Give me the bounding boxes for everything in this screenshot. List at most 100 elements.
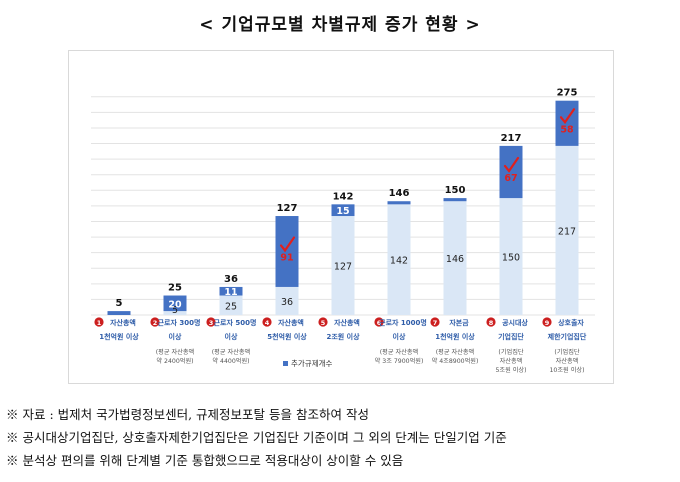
added-value-label: 58: [560, 124, 574, 135]
category-number: 5: [321, 319, 326, 327]
note-source: ※ 자료 : 법제처 국가법령정보센터, 규제정보포탈 등을 참조하여 작성: [6, 407, 369, 422]
bar-base: [555, 145, 579, 315]
bar-added: [555, 100, 579, 146]
category-label: 2조원 이상: [326, 332, 360, 341]
category-number-badge: [206, 317, 216, 327]
bar-added: [387, 201, 411, 205]
category-sublabel: (평균 자산총액: [156, 348, 195, 356]
category-label: 자산총액: [278, 318, 304, 327]
total-label: 25: [168, 283, 182, 294]
added-value-label: 91: [280, 252, 293, 263]
base-value-label: 5: [172, 305, 178, 316]
category-label: 이상: [225, 332, 238, 341]
category-sublabel: (기업집단: [554, 348, 579, 356]
chart-container: 5 1 자산총액 1천억원 이상 5 20 25 2 근로자 300명 이상 (평균 자산총액 약 2…: [68, 50, 614, 384]
bar-base: [443, 201, 467, 315]
added-value-label: 20: [168, 299, 182, 310]
category-sublabel: (평균 자산총액: [212, 348, 251, 356]
note-group-basis: ※ 공시대상기업집단, 상호출자제한기업집단은 기업집단 기준이며 그 외의 단…: [6, 430, 507, 445]
category-number-badge: [150, 317, 160, 327]
base-value-label: 146: [446, 254, 464, 265]
category-label: 이상: [393, 332, 406, 341]
category-sublabel: (평균 자산총액: [436, 348, 475, 356]
category-sublabel: 약 2400억원): [156, 357, 193, 365]
check-mark: [279, 236, 296, 253]
category-label: 자산총액: [334, 318, 360, 327]
notes: ※ 자료 : 법제처 국가법령정보센터, 규제정보포탈 등을 참조하여 작성 ※…: [6, 403, 678, 472]
total-label: 146: [389, 188, 410, 199]
bar-base: [499, 198, 523, 315]
total-label: 142: [333, 191, 354, 202]
category-sublabel: (평균 자산총액: [380, 348, 419, 356]
category-number: 2: [153, 319, 158, 327]
legend-swatch: [283, 361, 288, 366]
category-label: 이상: [169, 332, 182, 341]
category-sublabel: (기업집단: [498, 348, 523, 356]
category-number: 4: [265, 319, 270, 327]
category-sublabel: 10조원 이상): [549, 366, 584, 374]
bar-base: [219, 295, 243, 315]
bar-added: [275, 216, 299, 287]
category-number: 6: [377, 319, 382, 327]
check-mark: [559, 108, 576, 125]
category-sublabel: 약 4400억원): [212, 357, 249, 365]
bar-added: [499, 145, 523, 199]
note-integration: ※ 분석상 편의를 위해 단계별 기준 통합했으므로 적용대상이 상이할 수 있…: [6, 453, 404, 468]
base-value-label: 217: [558, 226, 576, 237]
category-label: 자본금: [449, 318, 469, 327]
category-sublabel: 약 4조8900억원): [432, 357, 479, 365]
category-sublabel: 5조원 이상): [495, 366, 526, 374]
category-label: 근로자 500명: [214, 318, 257, 327]
category-number: 3: [209, 319, 214, 327]
bar-added: [331, 204, 355, 217]
category-number-badge: [94, 317, 104, 327]
category-label: 근로자 300명: [158, 318, 201, 327]
bar-base: [387, 204, 411, 315]
base-value-label: 142: [390, 256, 408, 267]
category-label: 기업집단: [498, 332, 524, 341]
category-number-badge: [374, 317, 384, 327]
bar-added: [107, 311, 131, 315]
added-value-label: 15: [336, 206, 349, 217]
total-label: 127: [277, 203, 298, 214]
category-label: 1천억원 이상: [435, 332, 475, 341]
total-label: 150: [445, 185, 466, 196]
category-label: 자산총액: [110, 318, 136, 327]
category-label: 공시대상: [502, 318, 528, 327]
bar-added: [219, 286, 243, 296]
total-label: 275: [557, 88, 578, 99]
category-number-badge: [318, 317, 328, 327]
added-value-label: 11: [224, 287, 237, 298]
added-value-label: 67: [504, 173, 517, 184]
category-label: 5천억원 이상: [267, 332, 307, 341]
bar-added: [443, 198, 467, 202]
category-number-badge: [542, 317, 552, 327]
base-value-label: 36: [281, 297, 293, 308]
category-number: 8: [489, 319, 494, 327]
category-number: 9: [545, 319, 550, 327]
category-label: 제한기업집단: [548, 332, 587, 341]
category-label: 근로자 1000명: [379, 318, 427, 327]
category-sublabel: 자산총액: [500, 357, 523, 365]
total-label: 217: [501, 133, 522, 144]
base-value-label: 25: [225, 301, 237, 312]
category-number-badge: [486, 317, 496, 327]
base-value-label: 127: [334, 262, 352, 273]
bar-base: [331, 216, 355, 315]
category-number: 1: [97, 319, 102, 327]
base-value-label: 150: [502, 253, 520, 264]
category-label: 상호출자: [558, 318, 584, 327]
category-number-badge: [430, 317, 440, 327]
category-number-badge: [262, 317, 272, 327]
total-label: 5: [116, 298, 123, 309]
page-title: < 기업규모별 차별규제 증가 현황 >: [199, 15, 481, 35]
category-sublabel: 약 3조 7900억원): [375, 357, 424, 365]
category-sublabel: 자산총액: [556, 357, 579, 365]
check-mark: [503, 156, 520, 173]
bar-base: [275, 286, 299, 315]
total-label: 36: [224, 274, 238, 285]
bar-added: [163, 295, 187, 312]
legend-label: 추가규제개수: [291, 358, 332, 368]
category-label: 1천억원 이상: [99, 332, 139, 341]
